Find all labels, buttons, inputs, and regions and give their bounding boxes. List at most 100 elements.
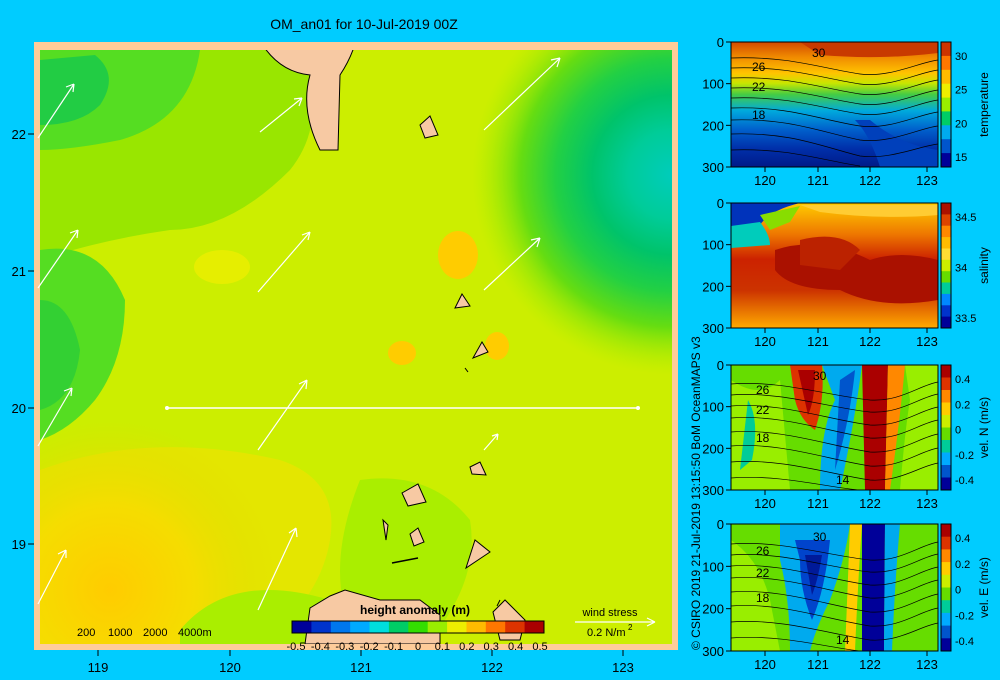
wind-arrow <box>259 97 303 133</box>
panel-label: vel. N (m/s) <box>977 397 991 458</box>
side-colorbar-cell <box>941 587 951 601</box>
y-tick-label: 300 <box>702 483 724 498</box>
y-tick-label: 100 <box>702 77 724 92</box>
depth-legend-item: 200 <box>77 627 95 639</box>
side-colorbar-cell <box>941 282 951 295</box>
panel-label: salinity <box>977 247 991 284</box>
section-line-start <box>165 406 169 410</box>
panel-vel-n: 30 26 22 18 14 <box>730 364 939 491</box>
panel-label: temperature <box>977 72 991 137</box>
y-tick-label: 0 <box>717 517 724 532</box>
colorbar-tick-label: 0 <box>415 641 421 653</box>
side-colorbar-tick: 33.5 <box>955 313 976 325</box>
side-colorbar-cell <box>941 600 951 614</box>
side-colorbar-cell <box>941 293 951 306</box>
x-tick-label: 123 <box>916 496 938 511</box>
y-tick-label: 200 <box>702 602 724 617</box>
x-tick-label: 121 <box>807 657 829 672</box>
map-x-ticks: 119 120 121 122 123 <box>88 660 634 675</box>
side-colorbar-cell <box>941 55 951 71</box>
colorbar-tick-label: 0.3 <box>484 641 499 653</box>
x-tick-label: 120 <box>754 657 776 672</box>
contour-label: 14 <box>836 633 850 647</box>
contour-label: 18 <box>756 431 770 445</box>
x-tick-label: 122 <box>859 173 881 188</box>
colorbar-cell <box>369 621 390 633</box>
colorbar-tick-label: 0.4 <box>508 641 523 653</box>
side-colorbar-cell <box>941 153 951 168</box>
wind-arrow <box>257 527 298 611</box>
side-colorbar-cell <box>941 111 951 126</box>
y-tick-label: 200 <box>702 279 724 294</box>
x-tick-label: 120 <box>754 334 776 349</box>
side-colorbar-cell <box>941 549 951 563</box>
y-tick-label: 300 <box>702 160 724 175</box>
side-colorbar-tick: -0.4 <box>955 475 974 487</box>
wind-scale-label: 0.2 N/m <box>587 627 626 639</box>
y-tick-label: 0 <box>717 358 724 373</box>
side-colorbar-cell <box>941 390 951 403</box>
depth-legend-item: 4000m <box>178 627 212 639</box>
colorbar-tick-label: -0.1 <box>384 641 403 653</box>
y-tick-label: 100 <box>702 559 724 574</box>
side-colorbar-tick: 34 <box>955 263 967 275</box>
colorbar-tick-label: 0.1 <box>435 641 450 653</box>
colorbar-cell <box>330 621 351 633</box>
panel-temperature: 30 26 22 18 <box>730 41 939 168</box>
side-colorbar-cell <box>941 524 951 538</box>
colorbar-cell <box>447 621 467 633</box>
side-colorbar-tick: -0.4 <box>955 636 974 648</box>
wind-arrow <box>37 229 79 289</box>
side-colorbar-cell <box>941 139 951 154</box>
side-colorbar-cell <box>941 248 951 261</box>
side-colorbar-tick: 25 <box>955 85 967 97</box>
contour-label: 26 <box>756 383 770 397</box>
depth-legend: 200 1000 2000 4000m <box>77 627 212 639</box>
y-tick-label: 0 <box>717 35 724 50</box>
wind-arrow <box>37 387 73 447</box>
colorbar-tick-label: -0.2 <box>360 641 379 653</box>
side-colorbar-cell <box>941 271 951 284</box>
x-tick-label: 122 <box>859 496 881 511</box>
side-colorbar-cell <box>941 477 951 491</box>
contour-label: 22 <box>756 403 770 417</box>
side-colorbar-cell <box>941 365 951 378</box>
map-y-tick: 19 <box>12 537 26 552</box>
y-tick-label: 100 <box>702 400 724 415</box>
side-colorbar-frame <box>940 41 952 168</box>
wind-arrow <box>483 237 541 291</box>
side-colorbar-cell <box>941 125 951 140</box>
colorbar-cell <box>408 621 429 633</box>
wind-stress-arrows <box>37 57 656 627</box>
map-ticks <box>28 133 624 656</box>
colorbar-cell <box>466 621 487 633</box>
side-colorbar-cell <box>941 316 951 329</box>
colorbar-tick-label: 0.5 <box>532 641 547 653</box>
x-tick-label: 123 <box>916 657 938 672</box>
side-colorbar-cell <box>941 377 951 391</box>
wind-scale-exponent: 2 <box>628 623 633 632</box>
map-x-tick: 119 <box>88 660 109 675</box>
depth-legend-item: 1000 <box>108 627 132 639</box>
panel-salinity <box>730 202 939 329</box>
map-y-ticks: 22 21 20 19 <box>12 127 26 552</box>
side-colorbar-cell <box>941 97 951 112</box>
side-colorbar-tick: 15 <box>955 152 967 164</box>
side-colorbar-cell <box>941 427 951 441</box>
contour-label: 18 <box>752 108 766 122</box>
colorbar-title: height anomaly (m) <box>360 603 470 617</box>
wind-arrow <box>257 231 311 293</box>
side-colorbar-tick: -0.2 <box>955 610 974 622</box>
colorbar-tick-label: 0.2 <box>459 641 474 653</box>
side-colorbar-cell <box>941 83 951 99</box>
colorbar-cell <box>350 621 371 633</box>
x-tick-label: 123 <box>916 334 938 349</box>
colorbar-cell <box>427 621 448 633</box>
side-colorbar-frame <box>940 364 952 491</box>
wind-stress-label: wind stress <box>581 607 638 619</box>
side-colorbar-tick: 0 <box>955 425 961 437</box>
y-tick-label: 200 <box>702 118 724 133</box>
y-tick-label: 0 <box>717 196 724 211</box>
colorbar-tick-label: -0.4 <box>311 641 330 653</box>
